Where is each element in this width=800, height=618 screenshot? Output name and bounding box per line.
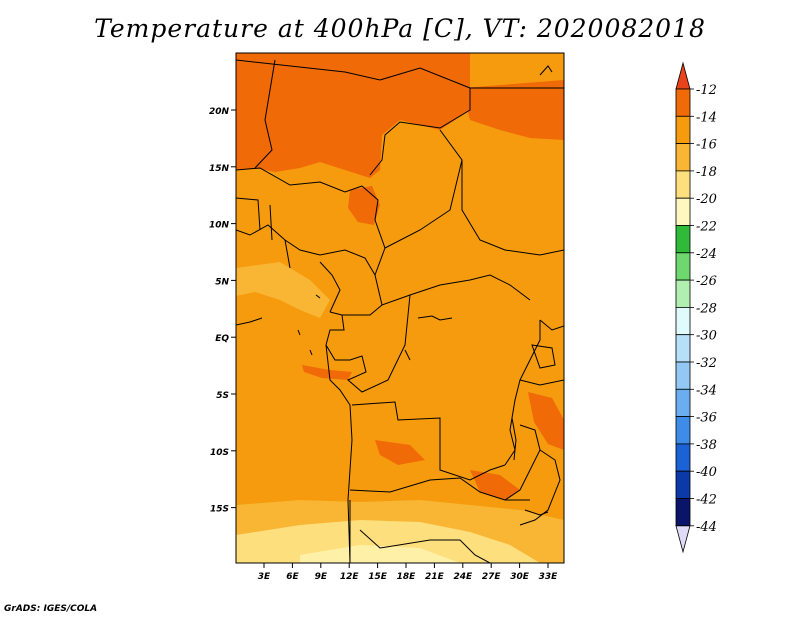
colorbar-segment <box>675 252 691 281</box>
lon-tick-label: 6E <box>286 572 299 582</box>
lat-tick-label: 15N <box>209 164 230 174</box>
warm-region-angola <box>375 440 425 465</box>
colorbar-label: -16 <box>696 138 717 153</box>
colorbar-segment <box>675 197 691 226</box>
colorbar-segment <box>675 88 691 117</box>
colorbar-segment <box>675 143 691 172</box>
colorbar-segment <box>675 443 691 472</box>
country-borders <box>236 59 564 563</box>
colorbar-segment <box>675 279 691 308</box>
colorbar-label: -12 <box>696 83 717 98</box>
colorbar-label: -26 <box>696 274 717 289</box>
warm-region-northeast <box>462 80 564 140</box>
palest-region-south <box>300 545 460 563</box>
longitude-axis: 3E 6E 9E 12E 15E 18E 21E 24E 27E 30E 33E <box>258 563 558 582</box>
lat-tick-label: 10N <box>209 221 230 231</box>
colorbar-label: -40 <box>696 465 717 480</box>
colorbar: -12 -14 -16 -18 -20 -22 -24 -26 -28 -30 -32 -34 -36 -… <box>675 61 717 554</box>
lon-tick-label: 27E <box>482 572 502 582</box>
colorbar-segment <box>675 306 691 336</box>
pale-region-south <box>236 520 540 563</box>
lon-tick-label: 33E <box>539 572 559 582</box>
colorbar-label: -14 <box>696 110 717 125</box>
lon-tick-label: 15E <box>368 572 388 582</box>
lakes <box>315 65 553 516</box>
colorbar-label: -20 <box>696 192 717 207</box>
colorbar-segment <box>675 115 691 145</box>
colorbar-label: -36 <box>696 411 717 426</box>
colorbar-label: -24 <box>696 247 717 262</box>
colorbar-segment <box>675 225 691 254</box>
warm-region-congo-coast <box>302 365 352 380</box>
credit-label: GrADS: IGES/COLA <box>4 604 98 614</box>
lon-tick-label: 12E <box>340 572 360 582</box>
warm-region-east-africa <box>528 392 564 450</box>
lon-tick-label: 9E <box>315 572 328 582</box>
colorbar-label: -38 <box>696 438 717 453</box>
colorbar-segment <box>675 170 691 199</box>
lat-tick-label: 5S <box>216 391 229 401</box>
warm-region-nigeria <box>348 186 380 225</box>
colorbar-label: -32 <box>696 356 717 371</box>
cool-region-gulf <box>236 262 330 318</box>
lat-tick-label: 15S <box>210 505 229 515</box>
colorbar-segment <box>675 470 691 499</box>
lat-tick-label: 5N <box>215 277 229 287</box>
lat-tick-label: 10S <box>210 448 229 458</box>
colorbar-label: -34 <box>696 383 717 398</box>
colorbar-label: -44 <box>696 520 717 535</box>
colorbar-label: -22 <box>696 220 717 235</box>
colorbar-label: -18 <box>696 165 717 180</box>
colorbar-segment <box>675 334 691 363</box>
lat-tick-label: EQ <box>215 334 229 344</box>
colorbar-segment <box>675 498 691 527</box>
lon-tick-label: 24E <box>453 572 473 582</box>
colorbar-top-arrow <box>675 61 691 90</box>
warm-region-north <box>236 53 470 178</box>
colorbar-label: -30 <box>696 329 717 344</box>
colorbar-label: -42 <box>696 493 717 508</box>
colorbar-segment <box>675 361 691 390</box>
colorbar-segment <box>675 388 691 417</box>
lon-tick-label: 3E <box>258 572 271 582</box>
lon-tick-label: 21E <box>425 572 445 582</box>
map-frame <box>235 52 565 564</box>
map-panel <box>236 53 564 563</box>
colorbar-bottom-arrow <box>675 525 691 554</box>
lat-tick-label: 20N <box>209 107 230 117</box>
lon-tick-label: 18E <box>397 572 417 582</box>
colorbar-label: -28 <box>696 301 717 316</box>
colorbar-segment <box>675 416 691 445</box>
map-title: Temperature at 400hPa [C], VT: 202008201… <box>94 14 706 43</box>
latitude-axis: 20N 15N 10N 5N EQ 5S 10S 15S <box>209 107 236 515</box>
lon-tick-label: 30E <box>510 572 530 582</box>
